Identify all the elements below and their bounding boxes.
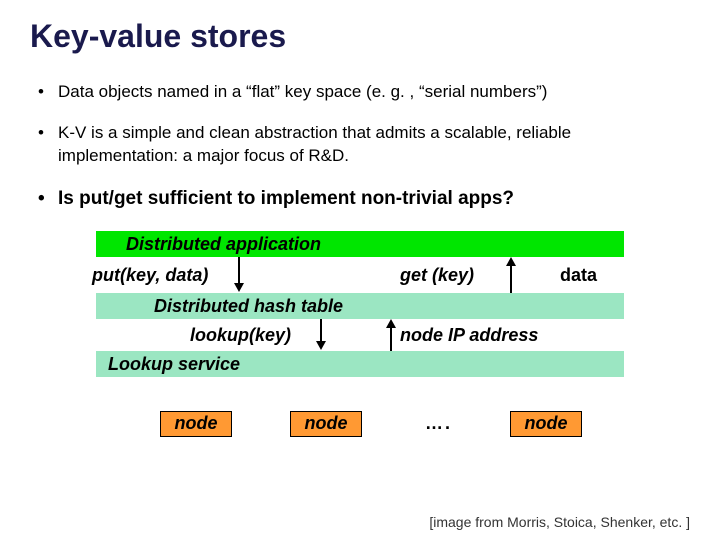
get-label: get (key) xyxy=(400,265,474,286)
lookup-key-label: lookup(key) xyxy=(190,325,291,346)
node-box: node xyxy=(160,411,232,437)
put-label: put(key, data) xyxy=(92,265,208,286)
node-ellipsis: …. xyxy=(425,413,452,434)
lookup-layer-bar: Lookup service xyxy=(96,351,624,377)
app-layer-label: Distributed application xyxy=(126,234,321,254)
get-arrow-line xyxy=(510,265,512,293)
bullet-item: Data objects named in a “flat” key space… xyxy=(30,81,690,104)
lookup-layer-label: Lookup service xyxy=(108,354,240,374)
dht-diagram: Distributed application put(key, data) g… xyxy=(90,231,630,461)
app-layer-bar: Distributed application xyxy=(96,231,624,257)
data-label: data xyxy=(560,265,597,286)
bullet-item: K-V is a simple and clean abstraction th… xyxy=(30,122,690,168)
lookup-arrow-head xyxy=(316,341,326,350)
node-box: node xyxy=(290,411,362,437)
get-arrow-head xyxy=(506,257,516,266)
dht-layer-bar: Distributed hash table xyxy=(96,293,624,319)
lookup-arrow-line xyxy=(320,319,322,343)
put-arrow-line xyxy=(238,257,240,285)
bullet-item: Is put/get sufficient to implement non-t… xyxy=(30,186,690,212)
image-credit: [image from Morris, Stoica, Shenker, etc… xyxy=(429,514,690,530)
ip-arrow-line xyxy=(390,327,392,351)
put-arrow-head xyxy=(234,283,244,292)
node-ip-label: node IP address xyxy=(400,325,538,346)
ip-arrow-head xyxy=(386,319,396,328)
dht-layer-label: Distributed hash table xyxy=(154,296,343,316)
slide-title: Key-value stores xyxy=(30,18,690,55)
bullet-list: Data objects named in a “flat” key space… xyxy=(30,81,690,211)
node-box: node xyxy=(510,411,582,437)
